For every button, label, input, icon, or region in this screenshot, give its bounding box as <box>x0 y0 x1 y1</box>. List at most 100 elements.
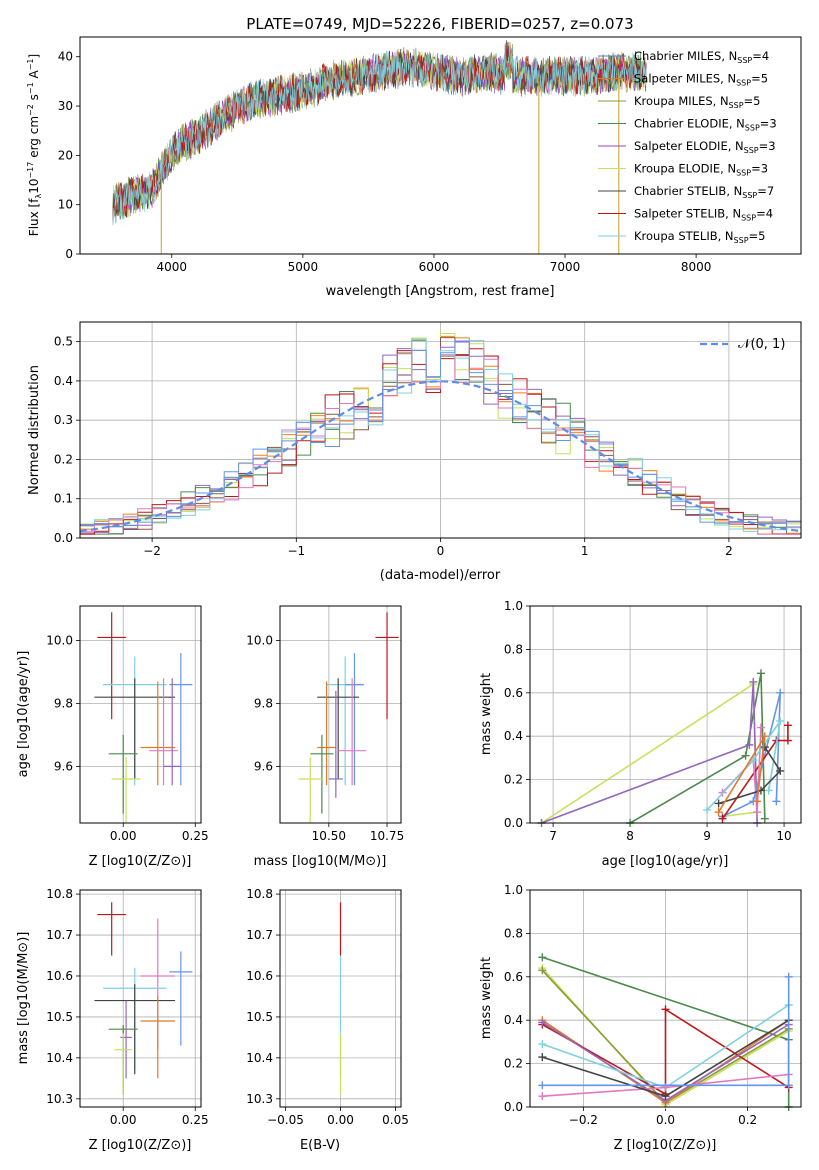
hist-y-tick-label: 0.0 <box>54 531 73 545</box>
mass-weight-marker <box>760 814 769 823</box>
axes-frame <box>79 605 202 824</box>
mass-weight-series-line <box>541 1007 790 1096</box>
mass-weight-marker <box>714 808 723 817</box>
mass-weight-marker <box>776 688 785 697</box>
mwmet-y-tick-label: 1.0 <box>504 883 523 897</box>
spectrum-x-tick-label: 8000 <box>681 260 712 274</box>
spectrum-y-label: Flux [fλ10−17 erg cm−2 s−1 A−1] <box>26 54 43 236</box>
massebv-y-tick-label: 10.5 <box>246 1010 273 1024</box>
hist-x-tick-label: −2 <box>143 544 161 558</box>
massebv-y-tick-label: 10.7 <box>246 928 273 942</box>
massmet-y-tick-label: 10.8 <box>46 887 73 901</box>
mass-weight-marker <box>776 717 785 726</box>
legend-label: Chabrier STELIB, NSSP=7 <box>634 184 774 200</box>
hist-x-tick-label: −1 <box>287 544 305 558</box>
mwmet-axes: −0.2 0.0 0.2 0.0 0.2 0.4 0.6 0.8 1.0 <box>504 883 802 1127</box>
spectrum-x-label: wavelength [Angstrom, rest frame] <box>326 284 555 299</box>
hist-y-tick-label: 0.4 <box>54 374 73 388</box>
mass-weight-marker <box>538 1018 547 1027</box>
massweight-age-x-label: age [log10(age/yr)] <box>602 854 729 869</box>
spectrum-y-tick-label: 10 <box>58 198 73 212</box>
hist-gaussian <box>79 380 802 533</box>
mass-weight-marker <box>703 805 712 814</box>
massebv-x-tick-label: 0.00 <box>327 1113 354 1127</box>
axes-frame <box>529 889 802 1108</box>
mwmet-x-tick-label: 0.0 <box>656 1113 675 1127</box>
spectrum-x-tick-label: 5000 <box>288 260 319 274</box>
spectrum-y-tick-label: 40 <box>58 50 73 64</box>
agemet-y-tick-label: 10.0 <box>46 634 73 648</box>
mass-weight-marker <box>760 732 769 741</box>
hist-axes: −2 −1 0 1 2 0.0 0.1 0.2 0.3 0.4 0.5 𝒩(0, 1) <box>54 321 802 558</box>
mass-weight-series-line <box>706 720 781 811</box>
agemass-x-label: mass [log10(M/M⊙)] <box>254 854 387 869</box>
hist-y-tick-label: 0.1 <box>54 492 73 506</box>
agemet-y-label: age [log10(age/yr)] <box>16 651 31 778</box>
mass-weight-marker <box>772 797 781 806</box>
mwage-x-tick-label: 8 <box>626 829 634 843</box>
mass-weight-marker <box>538 1040 547 1049</box>
mass-weight-marker <box>538 1081 547 1090</box>
massmet-y-tick-label: 10.3 <box>46 1092 73 1106</box>
massebv-y-tick-label: 10.6 <box>246 969 273 983</box>
hist-step <box>80 340 801 527</box>
massmet-y-label: mass [log10(M/M⊙)] <box>16 932 31 1065</box>
hist-y-label: Normed distribution <box>27 365 42 495</box>
legend-label: Kroupa STELIB, NSSP=5 <box>634 229 765 245</box>
spectrum-y-tick-label: 20 <box>58 148 73 162</box>
massebv-y-tick-label: 10.8 <box>246 887 273 901</box>
mwage-y-tick-label: 0.6 <box>504 686 523 700</box>
mass-weight-marker <box>538 1053 547 1062</box>
mwmet-y-tick-label: 0.4 <box>504 1013 523 1027</box>
spectrum-x-tick-label: 4000 <box>156 260 187 274</box>
agemass-x-tick-label: 10.75 <box>370 829 404 843</box>
mass-weight-marker <box>756 669 765 678</box>
mwmet-y-tick-label: 0.6 <box>504 970 523 984</box>
massebv-y-tick-label: 10.4 <box>246 1051 273 1065</box>
hist-step <box>80 354 801 535</box>
massmet-x-tick-label: 0.00 <box>110 1113 137 1127</box>
mass-weight-marker <box>718 814 727 823</box>
massmet-axes: 0.00 0.25 10.3 10.4 10.5 10.6 10.7 10.8 <box>46 887 208 1127</box>
hist-legend-label: 𝒩(0, 1) <box>738 337 785 352</box>
massebv-x-tick-label: −0.05 <box>267 1113 304 1127</box>
mwage-y-tick-label: 0.4 <box>504 729 523 743</box>
mass-weight-marker <box>745 740 754 749</box>
mass-weight-marker <box>753 797 762 806</box>
mwmet-y-tick-label: 0.0 <box>504 1100 523 1114</box>
hist-x-tick-label: 2 <box>725 544 733 558</box>
massmet-y-tick-label: 10.6 <box>46 969 73 983</box>
mass-weight-marker <box>661 1005 670 1014</box>
hist-x-tick-label: 0 <box>437 544 445 558</box>
agemet-y-tick-label: 9.6 <box>54 759 73 773</box>
mass-weight-marker <box>784 972 793 981</box>
mass-weight-marker <box>714 799 723 808</box>
mwage-y-tick-label: 0.0 <box>504 816 523 830</box>
mass-weight-marker <box>538 953 547 962</box>
mass-weight-marker <box>753 808 762 817</box>
agemet-x-tick-label: 0.00 <box>110 829 137 843</box>
agemass-axes: 10.50 10.75 9.6 9.8 10.0 <box>246 605 404 843</box>
mwage-x-tick-label: 9 <box>703 829 711 843</box>
agemass-y-tick-label: 9.6 <box>254 759 273 773</box>
massmet-x-tick-label: 0.25 <box>182 1113 209 1127</box>
massebv-axes: −0.05 0.00 0.05 10.3 10.4 10.5 10.6 10.7 10.8 <box>246 887 409 1127</box>
mwmet-y-tick-label: 0.2 <box>504 1057 523 1071</box>
massweight-met-x-label: Z [log10(Z/Z⊙)] <box>614 1138 717 1153</box>
spectrum-title: PLATE=0749, MJD=52226, FIBERID=0257, z=0… <box>246 15 633 33</box>
mass-weight-marker <box>764 786 773 795</box>
hist-y-tick-label: 0.2 <box>54 452 73 466</box>
mwage-axes: 7 8 9 10 0.0 0.2 0.4 0.6 0.8 1.0 <box>504 599 802 843</box>
legend-label: Chabrier ELODIE, NSSP=3 <box>634 117 777 133</box>
axes-frame <box>79 321 802 539</box>
hist-x-tick-label: 1 <box>581 544 589 558</box>
axes-frame <box>279 889 402 1108</box>
massebv-x-tick-label: 0.05 <box>382 1113 409 1127</box>
massebv-y-tick-label: 10.3 <box>246 1092 273 1106</box>
hist-y-tick-label: 0.5 <box>54 335 73 349</box>
agemet-x-tick-label: 0.25 <box>182 829 209 843</box>
mass-weight-marker <box>783 721 792 730</box>
mwage-y-tick-label: 1.0 <box>504 599 523 613</box>
massweight-met-y-label: mass weight <box>479 957 494 1039</box>
